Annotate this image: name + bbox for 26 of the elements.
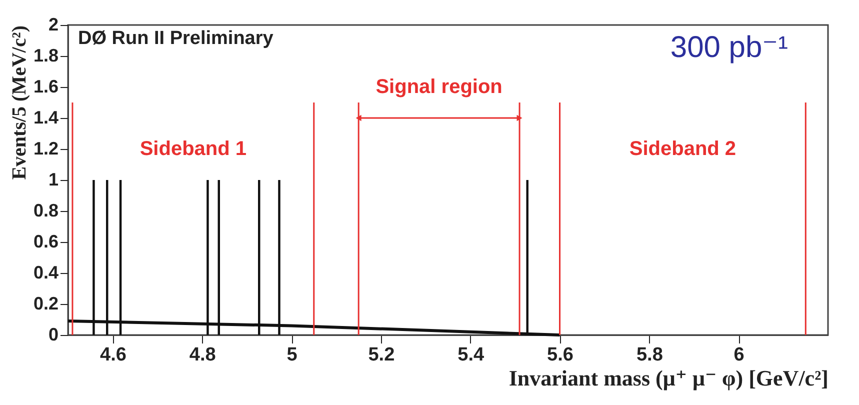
- annotation: DØ Run II Preliminary: [78, 28, 274, 49]
- annotation: Sideband 1: [140, 138, 247, 160]
- y-tick-label: 2: [48, 14, 58, 34]
- y-tick-label: 1.6: [33, 76, 58, 96]
- y-tick-label: 1: [48, 170, 58, 190]
- x-tick-label: 6: [734, 344, 744, 366]
- x-tick-label: 5: [286, 344, 298, 366]
- y-tick-label: 0.4: [33, 262, 58, 282]
- y-tick-label: 0.6: [33, 232, 58, 252]
- y-tick-label: 1.4: [33, 108, 58, 128]
- x-tick-label: 5.2: [368, 344, 395, 366]
- x-tick-label: 4.8: [189, 344, 216, 366]
- y-tick-label: 0: [48, 324, 58, 344]
- x-tick-label: 4.6: [100, 344, 126, 366]
- annotation: 300 pb⁻¹: [670, 31, 788, 64]
- y-tick-label: 0.2: [33, 294, 58, 314]
- annotation: Sideband 2: [629, 138, 736, 160]
- x-tick-label: 5.4: [458, 344, 484, 366]
- y-tick-label: 1.8: [33, 46, 58, 66]
- y-tick-label: 0.8: [33, 200, 58, 220]
- x-axis-title: Invariant mass (μ⁺ μ⁻ φ) [GeV/c²]: [508, 366, 828, 390]
- y-tick-label: 1.2: [33, 138, 58, 158]
- x-tick-label: 5.8: [636, 344, 663, 366]
- x-tick-label: 5.6: [547, 344, 574, 366]
- annotation: Signal region: [376, 76, 502, 98]
- y-axis-title: Events/5 (MeV/c²): [8, 26, 30, 180]
